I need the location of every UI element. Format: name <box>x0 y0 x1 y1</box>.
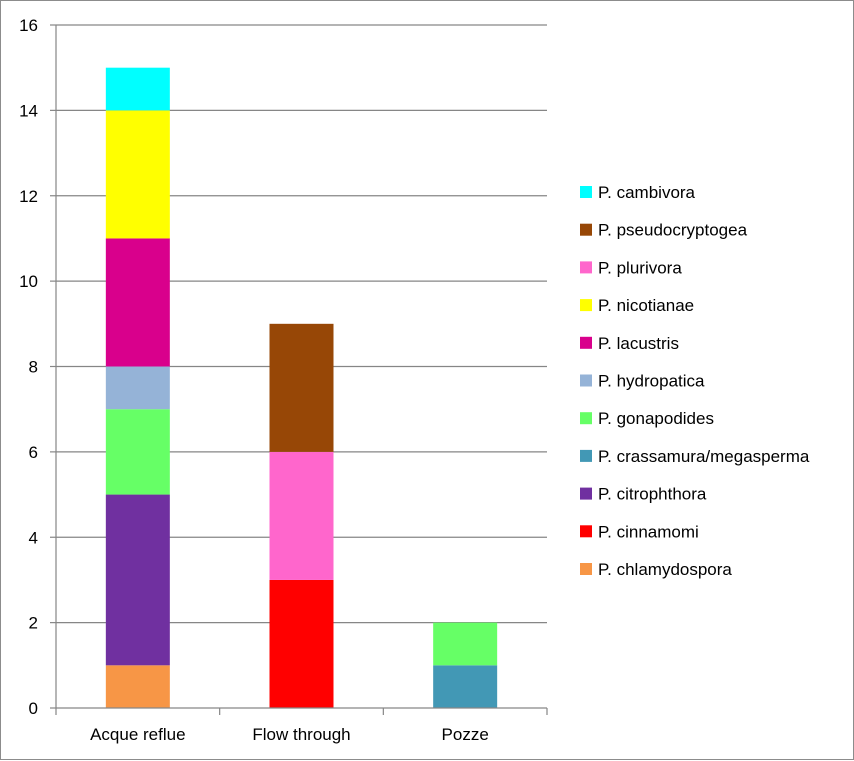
y-tick-label: 4 <box>29 528 38 547</box>
legend-swatch <box>580 525 592 538</box>
bar-segment <box>105 494 170 666</box>
legend-swatch <box>580 563 592 575</box>
y-tick-label: 6 <box>29 443 38 462</box>
legend-label: P. nicotianae <box>598 296 694 315</box>
legend-label: P. chlamydospora <box>598 560 732 579</box>
legend-item: P. citrophthora <box>580 485 707 504</box>
legend: P. cambivora P. pseudocryptogea P. plurivo… <box>580 183 810 579</box>
legend-swatch <box>580 299 592 312</box>
legend-swatch <box>580 449 592 462</box>
bar-segment <box>433 665 498 708</box>
legend-label: P. cambivora <box>598 183 696 202</box>
legend-swatch <box>580 261 592 274</box>
bar-segment <box>105 409 170 495</box>
bar-segment <box>105 366 170 410</box>
legend-swatch <box>580 487 592 500</box>
legend-swatch <box>580 336 592 349</box>
legend-item: P. crassamura/megasperma <box>580 447 810 466</box>
bar-segment <box>105 238 170 367</box>
legend-item: P. chlamydospora <box>580 560 732 579</box>
axes: 0 2 4 6 8 10 12 14 16 Acque reflue Flow through Poz… <box>19 16 548 744</box>
bar-segment <box>269 323 334 452</box>
legend-label: P. plurivora <box>598 258 682 277</box>
legend-swatch <box>580 186 592 198</box>
y-tick-label: 8 <box>29 358 38 377</box>
legend-item: P. lacustris <box>580 334 679 353</box>
legend-item: P. plurivora <box>580 258 682 277</box>
bar-segment <box>105 110 170 239</box>
legend-label: P. lacustris <box>598 334 679 353</box>
bar-segment <box>105 67 170 111</box>
bars <box>105 67 498 708</box>
legend-item: P. cambivora <box>580 183 696 202</box>
legend-label: P. crassamura/megasperma <box>598 447 810 466</box>
legend-swatch <box>580 412 592 425</box>
y-tick-label: 12 <box>19 187 38 206</box>
legend-item: P. nicotianae <box>580 296 694 315</box>
legend-label: P. pseudocryptogea <box>598 221 748 240</box>
y-tick-label: 2 <box>29 614 38 633</box>
legend-item: P. hydropatica <box>580 372 705 391</box>
bar-segment <box>269 579 334 708</box>
x-tick-label: Acque reflue <box>90 725 185 744</box>
y-tick-label: 16 <box>19 16 38 35</box>
legend-swatch <box>580 374 592 387</box>
bar-segment <box>433 622 498 666</box>
bar-segment <box>269 451 334 580</box>
legend-label: P. citrophthora <box>598 485 707 504</box>
x-tick-label: Flow through <box>252 725 350 744</box>
legend-item: P. pseudocryptogea <box>580 221 748 240</box>
bar-segment <box>105 665 170 708</box>
legend-label: P. hydropatica <box>598 372 705 391</box>
y-tick-label: 0 <box>29 699 38 718</box>
y-tick-label: 10 <box>19 272 38 291</box>
x-tick-label: Pozze <box>442 725 489 744</box>
legend-item: P. cinnamomi <box>580 522 699 541</box>
legend-swatch <box>580 223 592 236</box>
legend-label: P. cinnamomi <box>598 522 699 541</box>
legend-item: P. gonapodides <box>580 409 714 428</box>
y-tick-label: 14 <box>19 101 38 120</box>
legend-label: P. gonapodides <box>598 409 714 428</box>
